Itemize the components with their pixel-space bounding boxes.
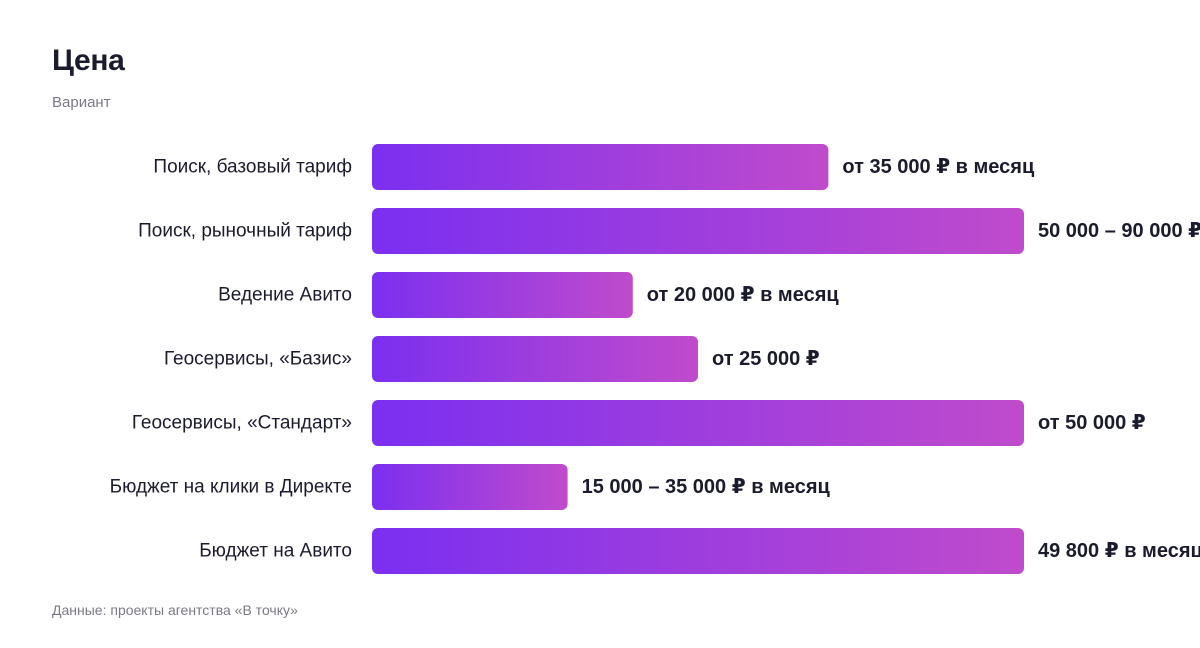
category-label: Бюджет на Авито: [199, 541, 352, 562]
value-label: от 25 000 ₽: [712, 348, 820, 370]
bar: [372, 144, 829, 190]
value-label: 15 000 – 35 000 ₽ в месяц: [582, 476, 831, 498]
chart-subtitle: Вариант: [52, 94, 111, 111]
bar: [372, 400, 1024, 446]
category-label: Поиск, базовый тариф: [153, 157, 352, 178]
value-label: от 20 000 ₽ в месяц: [647, 284, 840, 306]
category-label: Ведение Авито: [218, 285, 352, 306]
category-label: Геосервисы, «Базис»: [164, 349, 352, 370]
source-note: Данные: проекты агентства «В точку»: [52, 602, 298, 618]
category-label: Геосервисы, «Стандарт»: [132, 413, 352, 434]
bar: [372, 208, 1024, 254]
bar: [372, 272, 633, 318]
chart-title: Цена: [52, 44, 125, 77]
value-label: от 35 000 ₽ в месяц: [842, 156, 1035, 178]
bars-group: Поиск, базовый тариф от 35 000 ₽ в месяц П…: [110, 144, 1200, 574]
value-label: от 50 000 ₽: [1038, 412, 1146, 434]
bar: [372, 336, 698, 382]
category-label: Бюджет на клики в Директе: [110, 477, 352, 498]
bar: [372, 464, 568, 510]
bar: [372, 528, 1024, 574]
category-label: Поиск, рыночный тариф: [138, 221, 352, 242]
value-label: 49 800 ₽ в месяц: [1038, 540, 1200, 562]
value-label: 50 000 – 90 000 ₽: [1038, 220, 1200, 242]
